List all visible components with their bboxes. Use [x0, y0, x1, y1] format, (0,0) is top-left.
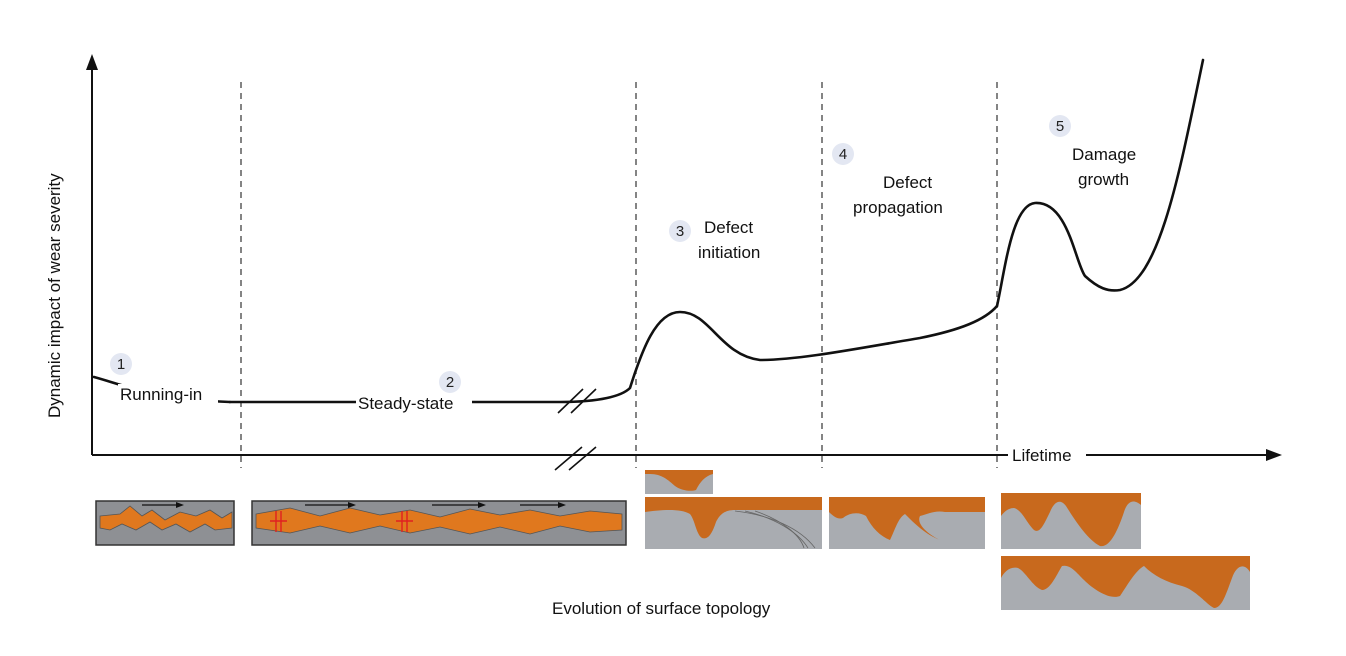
stage-4-label-line2: propagation	[853, 198, 943, 217]
stage-4-label-line1: Defect	[883, 173, 932, 192]
topology-damage-growth-1	[1001, 493, 1141, 549]
topology-illustrations	[95, 470, 1250, 610]
stage-3-badge	[669, 220, 691, 242]
stage-4-number: 4	[839, 146, 847, 163]
y-axis-arrow-icon	[86, 54, 98, 70]
stage-2-badge	[439, 371, 461, 393]
stage-1-label: Running-in	[120, 385, 202, 404]
x-axis-arrow-icon	[1266, 449, 1282, 461]
wear-curve	[92, 58, 1205, 471]
stage-5-label-line2: growth	[1078, 170, 1129, 189]
topology-running-in	[95, 500, 235, 546]
stage-3-label-line2: initiation	[698, 243, 760, 262]
stage-3-number: 3	[676, 223, 684, 240]
stage-5-label-line1: Damage	[1072, 145, 1136, 164]
axes: Lifetime Dynamic impact of wear severity	[45, 54, 1282, 465]
curve-steady-state	[228, 304, 999, 404]
stage-1-number: 1	[117, 356, 125, 373]
curve-damage-growth	[995, 58, 1205, 308]
topology-steady-state	[251, 500, 627, 546]
stage-2: 2 Steady-state	[356, 371, 472, 413]
topology-defect-propagation	[829, 497, 985, 549]
stage-2-label: Steady-state	[358, 394, 453, 413]
stage-4: 4 Defect propagation	[832, 143, 943, 217]
stage-dividers	[240, 82, 998, 468]
topology-defect-initiation-detail	[645, 470, 713, 494]
stage-5: 5 Damage growth	[1049, 115, 1136, 189]
stage-3-label-line1: Defect	[704, 218, 753, 237]
topology-defect-initiation	[645, 497, 822, 549]
topology-damage-growth-2	[1001, 556, 1250, 610]
stage-1: 1 Running-in	[110, 353, 218, 404]
bottom-caption: Evolution of surface topology	[552, 599, 771, 618]
stage-3: 3 Defect initiation	[669, 218, 760, 262]
stage-5-badge	[1049, 115, 1071, 137]
axis-break-marks	[554, 388, 597, 471]
stage-2-number: 2	[446, 374, 454, 391]
y-axis-label: Dynamic impact of wear severity	[45, 173, 64, 418]
stage-5-number: 5	[1056, 118, 1064, 135]
stage-1-badge	[110, 353, 132, 375]
stage-4-badge	[832, 143, 854, 165]
x-axis-label: Lifetime	[1012, 446, 1072, 465]
